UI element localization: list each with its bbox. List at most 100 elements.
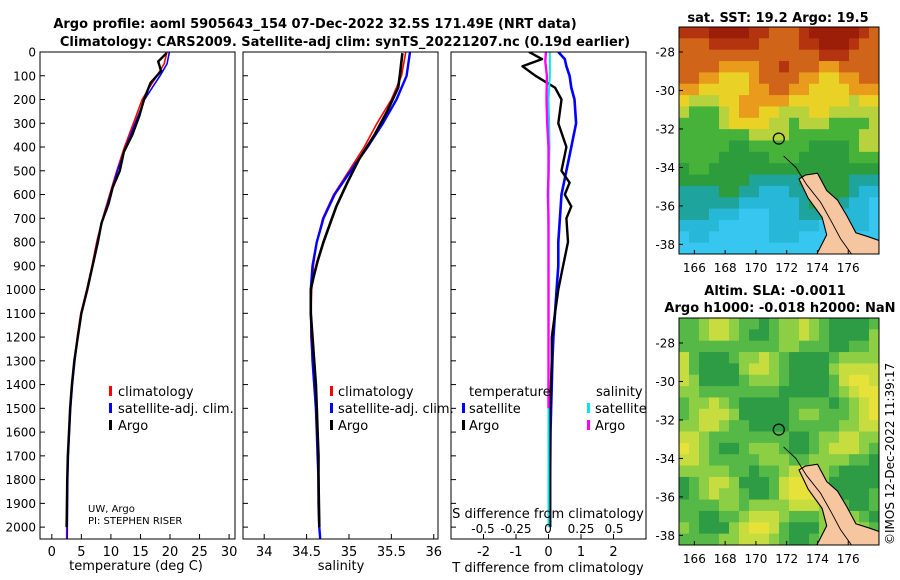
map-cell (789, 140, 800, 153)
map-cell (699, 329, 710, 342)
map-x-tick-label: 168 (714, 261, 737, 275)
map-cell (739, 499, 750, 512)
map-cell (719, 329, 730, 342)
map-cell (769, 499, 780, 512)
map-cell (789, 117, 800, 130)
map-cell (849, 510, 860, 523)
map-x-tick-label: 166 (683, 552, 706, 566)
map-cell (869, 27, 879, 39)
map-cell (719, 465, 730, 478)
map-cell (829, 163, 840, 176)
map-cell (709, 533, 720, 545)
map-cell (759, 219, 770, 232)
map-cell (769, 374, 780, 387)
x-tick-label: 5 (77, 545, 85, 560)
map-cell (769, 242, 780, 254)
map-cell (759, 185, 770, 198)
map-cell (759, 420, 770, 433)
map-cell (849, 27, 860, 39)
map-cell (739, 95, 750, 108)
map-cell (689, 352, 700, 364)
x-tick-label: -1 (510, 545, 523, 560)
map-cell (759, 352, 770, 364)
temperature-panel: 0 5 10 15 20 25 300100200300400500600700800900… (5, 46, 237, 575)
map-cell (829, 318, 840, 330)
legend-label-climatology: climatology (338, 385, 414, 400)
map-cell (689, 340, 700, 353)
map-cell (779, 72, 790, 85)
map-cell (819, 61, 830, 73)
map-cell (789, 431, 800, 444)
map-cell (729, 219, 740, 232)
map-cell (809, 49, 820, 62)
float-position-marker (772, 132, 785, 145)
map-cell (719, 488, 730, 501)
map-cell (869, 140, 879, 153)
map-cell (749, 49, 760, 62)
map-cell (819, 27, 830, 39)
map-cell (789, 533, 800, 545)
map-cell (859, 318, 870, 330)
map-cell (869, 352, 879, 364)
map-cell (769, 329, 780, 342)
map-cell (779, 510, 790, 523)
map-cell (709, 72, 720, 85)
map-cell (709, 49, 720, 62)
map-cell (769, 219, 780, 232)
map-cell (699, 522, 710, 535)
map-cell (729, 408, 740, 421)
map-cell (769, 95, 780, 108)
legend-swatch-climatology (330, 386, 333, 396)
map-cell (749, 522, 760, 535)
x-tick-label: 0 (48, 545, 56, 560)
map-cell (679, 61, 690, 73)
map-cell (839, 129, 850, 142)
map-cell (699, 318, 710, 330)
map-cell (689, 185, 700, 198)
map-cell (859, 61, 870, 73)
y-tick-label: 400 (13, 141, 36, 155)
map-cell (679, 510, 690, 523)
salinity-legend: climatology satellite-adj. clim. Argo (330, 385, 454, 434)
map-cell (799, 397, 810, 410)
legend-label-t-satellite: satellite (469, 402, 521, 417)
map-cell (679, 117, 690, 130)
map-cell (779, 499, 790, 512)
credits-line1: UW, Argo (88, 504, 135, 515)
map-cell (849, 208, 860, 221)
map-cell (679, 420, 690, 433)
map-cell (689, 386, 700, 399)
map-cell (689, 431, 700, 444)
map-cell (689, 140, 700, 153)
map-cell (699, 488, 710, 501)
map-cell (859, 510, 870, 523)
map-cell (699, 231, 710, 244)
series-line (65, 52, 168, 539)
map-cell (769, 197, 780, 210)
map-cell (759, 465, 770, 478)
float-position-marker (772, 423, 785, 436)
map-cell (729, 72, 740, 85)
map-cell (749, 454, 760, 467)
map-cell (779, 476, 790, 489)
map-cell (689, 522, 700, 535)
map-cell (799, 318, 810, 330)
map-cell (799, 83, 810, 96)
map-cell (689, 499, 700, 512)
map-cell (689, 95, 700, 108)
map-cell (759, 72, 770, 85)
map-cell (849, 318, 860, 330)
map-cell (799, 352, 810, 364)
map-cell (839, 197, 850, 210)
map-cell (779, 185, 790, 198)
map-cell (729, 420, 740, 433)
map-cell (749, 533, 760, 545)
map-cell (699, 129, 710, 142)
map-cell (709, 374, 720, 387)
map-cell (709, 454, 720, 467)
map-cell (799, 27, 810, 39)
map-cell (799, 476, 810, 489)
map-cell (819, 318, 830, 330)
map-cell (849, 106, 860, 119)
map-cell (759, 174, 770, 187)
